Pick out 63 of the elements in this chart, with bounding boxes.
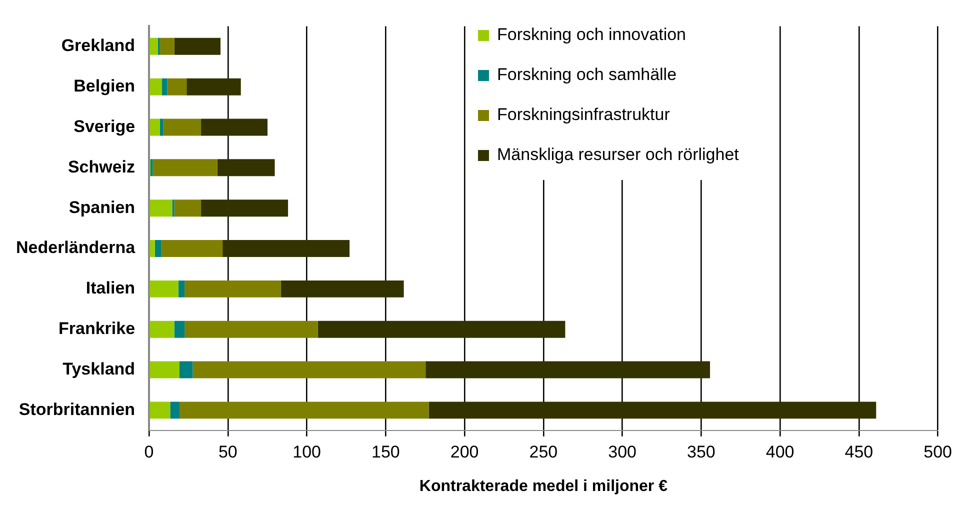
y-tick-label: Grekland [61, 36, 136, 56]
x-tick-label: 450 [844, 442, 874, 462]
bar [170, 402, 180, 419]
bar [174, 200, 201, 217]
x-tick-label: 150 [371, 442, 400, 462]
bar [150, 200, 172, 217]
y-tick-label: Spanien [68, 198, 136, 217]
bar [179, 361, 193, 378]
y-tick-label: Nederländerna [16, 238, 136, 258]
bar [163, 118, 201, 136]
bar [186, 78, 241, 96]
bar [184, 320, 318, 338]
bar [179, 402, 429, 419]
legend-label: Forskning och innovation [497, 25, 686, 45]
bar [222, 240, 350, 257]
bar [174, 320, 185, 338]
x-tick-label: 500 [924, 442, 952, 462]
bar [178, 280, 185, 298]
y-tick-label: Storbritannien [18, 400, 136, 419]
bar [280, 280, 404, 298]
bar [150, 38, 158, 55]
legend-label: Forskningsinfrastruktur [497, 105, 670, 125]
legend-label: Mänskliga resurser och rörlighet [497, 145, 739, 165]
bar [150, 402, 170, 419]
x-tick-label: 300 [608, 442, 636, 462]
y-tick-label: Tyskland [62, 359, 136, 378]
bar [150, 118, 160, 136]
bar [150, 361, 180, 378]
y-tick-label: Italien [86, 278, 136, 298]
bar [200, 200, 288, 217]
bar [154, 240, 162, 257]
x-tick-label: 100 [292, 442, 321, 462]
bar [150, 159, 153, 176]
y-tick-label: Schweiz [68, 157, 136, 176]
y-tick-label: Belgien [74, 76, 136, 96]
bar [150, 78, 162, 96]
x-tick-label: 50 [218, 442, 238, 462]
bar [150, 240, 155, 257]
legend-label: Forskning och samhälle [497, 65, 677, 85]
x-tick-label: 0 [144, 442, 154, 462]
x-tick-label: 250 [529, 442, 558, 462]
bar [152, 159, 218, 176]
x-tick-label: 400 [766, 442, 794, 462]
bar [192, 361, 426, 378]
x-axis-title: Kontrakterade medel i miljoner € [419, 478, 668, 495]
bar [426, 361, 710, 378]
bar [150, 280, 178, 298]
y-tick-label: Sverige [74, 116, 136, 136]
bar [318, 320, 566, 338]
x-tick-label: 350 [687, 442, 716, 462]
y-tick-label: Frankrike [58, 319, 136, 338]
bar [217, 159, 275, 176]
bar [161, 240, 223, 257]
bar [160, 38, 174, 55]
x-tick-label: 200 [450, 442, 479, 462]
bar [160, 118, 164, 136]
bar [150, 320, 174, 338]
bar [200, 118, 268, 136]
bar [167, 78, 187, 96]
bar [184, 280, 281, 298]
bar [174, 38, 221, 55]
bar [428, 402, 876, 419]
bar [162, 78, 168, 96]
